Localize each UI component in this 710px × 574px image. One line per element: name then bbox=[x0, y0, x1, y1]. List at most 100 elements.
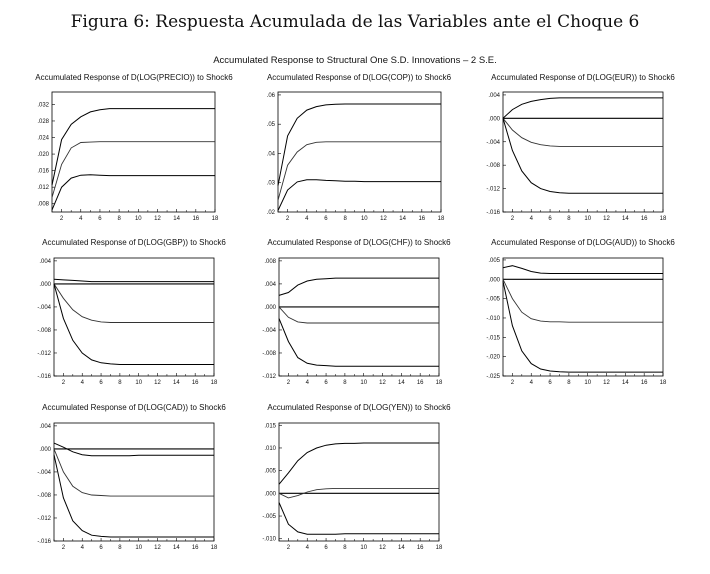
x-tick-label: 6 bbox=[98, 216, 102, 222]
y-tick-label: .03 bbox=[267, 181, 276, 187]
response-line bbox=[51, 141, 215, 198]
y-tick-label: .000 bbox=[488, 116, 500, 122]
y-tick-label: -.005 bbox=[262, 514, 276, 520]
y-tick-label: .004 bbox=[39, 424, 51, 430]
x-tick-label: 10 bbox=[360, 545, 367, 551]
y-tick-label: .004 bbox=[488, 93, 500, 99]
upper-band-line bbox=[278, 442, 439, 485]
upper-band-line bbox=[278, 277, 439, 296]
y-tick-label: .032 bbox=[37, 102, 49, 108]
x-tick-label: 12 bbox=[603, 380, 610, 386]
x-tick-label: 8 bbox=[343, 380, 347, 386]
lower-band-line bbox=[278, 318, 439, 367]
x-tick-label: 10 bbox=[135, 216, 142, 222]
upper-band-line bbox=[53, 442, 214, 457]
x-tick-label: 8 bbox=[117, 216, 121, 222]
x-tick-label: 4 bbox=[81, 545, 85, 551]
x-tick-label: 4 bbox=[530, 216, 534, 222]
x-tick-label: 10 bbox=[584, 380, 591, 386]
x-tick-label: 10 bbox=[360, 380, 367, 386]
y-tick-label: .016 bbox=[37, 169, 49, 175]
x-tick-label: 16 bbox=[192, 216, 199, 222]
x-tick-label: 2 bbox=[511, 380, 515, 386]
x-tick-label: 10 bbox=[135, 545, 142, 551]
y-tick-label: -.016 bbox=[37, 374, 51, 380]
y-tick-label: -.004 bbox=[486, 140, 500, 146]
chart-panel-2: Accumulated Response of D(LOG(COP)) to S… bbox=[267, 73, 452, 222]
x-tick-label: 18 bbox=[211, 545, 218, 551]
chart-panel-6: Accumulated Response of D(LOG(AUD)) to S… bbox=[486, 238, 675, 386]
y-tick-label: .000 bbox=[264, 305, 276, 311]
x-tick-label: 4 bbox=[530, 380, 534, 386]
chart-panel-8: Accumulated Response of D(LOG(YEN)) to S… bbox=[262, 403, 451, 551]
plot-frame bbox=[51, 91, 216, 213]
y-tick-label: -.016 bbox=[37, 539, 51, 545]
x-tick-label: 8 bbox=[118, 380, 122, 386]
plot-frame bbox=[278, 257, 440, 377]
chart-panel-4: Accumulated Response of D(LOG(GBP)) to S… bbox=[37, 238, 226, 386]
y-tick-label: .005 bbox=[264, 469, 276, 475]
x-tick-label: 16 bbox=[418, 216, 425, 222]
x-tick-label: 16 bbox=[192, 380, 199, 386]
x-tick-label: 14 bbox=[173, 545, 180, 551]
x-tick-label: 6 bbox=[324, 380, 328, 386]
figure-subtitle: Accumulated Response to Structural One S… bbox=[213, 55, 497, 66]
y-tick-label: .008 bbox=[264, 259, 276, 265]
x-tick-label: 4 bbox=[79, 216, 83, 222]
y-tick-label: -.004 bbox=[262, 328, 276, 334]
x-tick-label: 18 bbox=[436, 380, 443, 386]
y-tick-label: .004 bbox=[264, 282, 276, 288]
y-tick-label: -.016 bbox=[486, 210, 500, 216]
x-tick-label: 4 bbox=[305, 216, 309, 222]
upper-band-line bbox=[502, 97, 663, 119]
y-tick-label: -.008 bbox=[262, 351, 276, 357]
x-tick-label: 4 bbox=[81, 380, 85, 386]
x-tick-label: 18 bbox=[211, 380, 218, 386]
x-tick-label: 2 bbox=[286, 216, 290, 222]
lower-band-line bbox=[502, 281, 663, 373]
lower-band-line bbox=[53, 454, 214, 538]
x-tick-label: 2 bbox=[60, 216, 64, 222]
y-tick-label: .02 bbox=[267, 210, 276, 216]
plot-frame bbox=[278, 422, 440, 542]
y-tick-label: -.004 bbox=[37, 305, 51, 311]
x-tick-label: 6 bbox=[99, 380, 103, 386]
x-tick-label: 2 bbox=[62, 545, 66, 551]
x-tick-label: 6 bbox=[324, 545, 328, 551]
x-tick-label: 16 bbox=[417, 545, 424, 551]
x-tick-label: 2 bbox=[511, 216, 515, 222]
lower-band-line bbox=[53, 283, 214, 365]
y-tick-label: .004 bbox=[39, 259, 51, 265]
chart-panel-7: Accumulated Response of D(LOG(CAD)) to S… bbox=[37, 403, 226, 551]
response-line bbox=[53, 283, 214, 323]
y-tick-label: -.008 bbox=[486, 163, 500, 169]
chart-title: Accumulated Response of D(LOG(YEN)) to S… bbox=[267, 403, 451, 412]
lower-band-line bbox=[277, 179, 441, 211]
y-tick-label: .012 bbox=[37, 185, 49, 191]
y-tick-label: -.005 bbox=[486, 297, 500, 303]
x-tick-label: 8 bbox=[567, 216, 571, 222]
x-tick-label: 14 bbox=[398, 380, 405, 386]
chart-title: Accumulated Response of D(LOG(PRECIO)) t… bbox=[35, 73, 233, 82]
x-tick-label: 6 bbox=[99, 545, 103, 551]
x-tick-label: 16 bbox=[417, 380, 424, 386]
y-tick-label: -.010 bbox=[262, 537, 276, 543]
x-tick-label: 16 bbox=[192, 545, 199, 551]
y-tick-label: .05 bbox=[267, 122, 276, 128]
x-tick-label: 4 bbox=[306, 545, 310, 551]
page-title: Figura 6: Respuesta Acumulada de las Var… bbox=[70, 12, 640, 32]
y-tick-label: -.012 bbox=[37, 351, 51, 357]
x-tick-label: 12 bbox=[603, 216, 610, 222]
x-tick-label: 18 bbox=[212, 216, 219, 222]
response-line bbox=[502, 279, 663, 323]
x-tick-label: 8 bbox=[118, 545, 122, 551]
plot-frame bbox=[53, 422, 215, 542]
y-tick-label: .000 bbox=[39, 447, 51, 453]
y-tick-label: .000 bbox=[488, 277, 500, 283]
x-tick-label: 18 bbox=[436, 545, 443, 551]
upper-band-line bbox=[277, 103, 441, 186]
y-tick-label: .008 bbox=[37, 202, 49, 208]
x-tick-label: 8 bbox=[343, 216, 347, 222]
y-tick-label: -.025 bbox=[486, 374, 500, 380]
y-tick-label: .024 bbox=[37, 136, 49, 142]
